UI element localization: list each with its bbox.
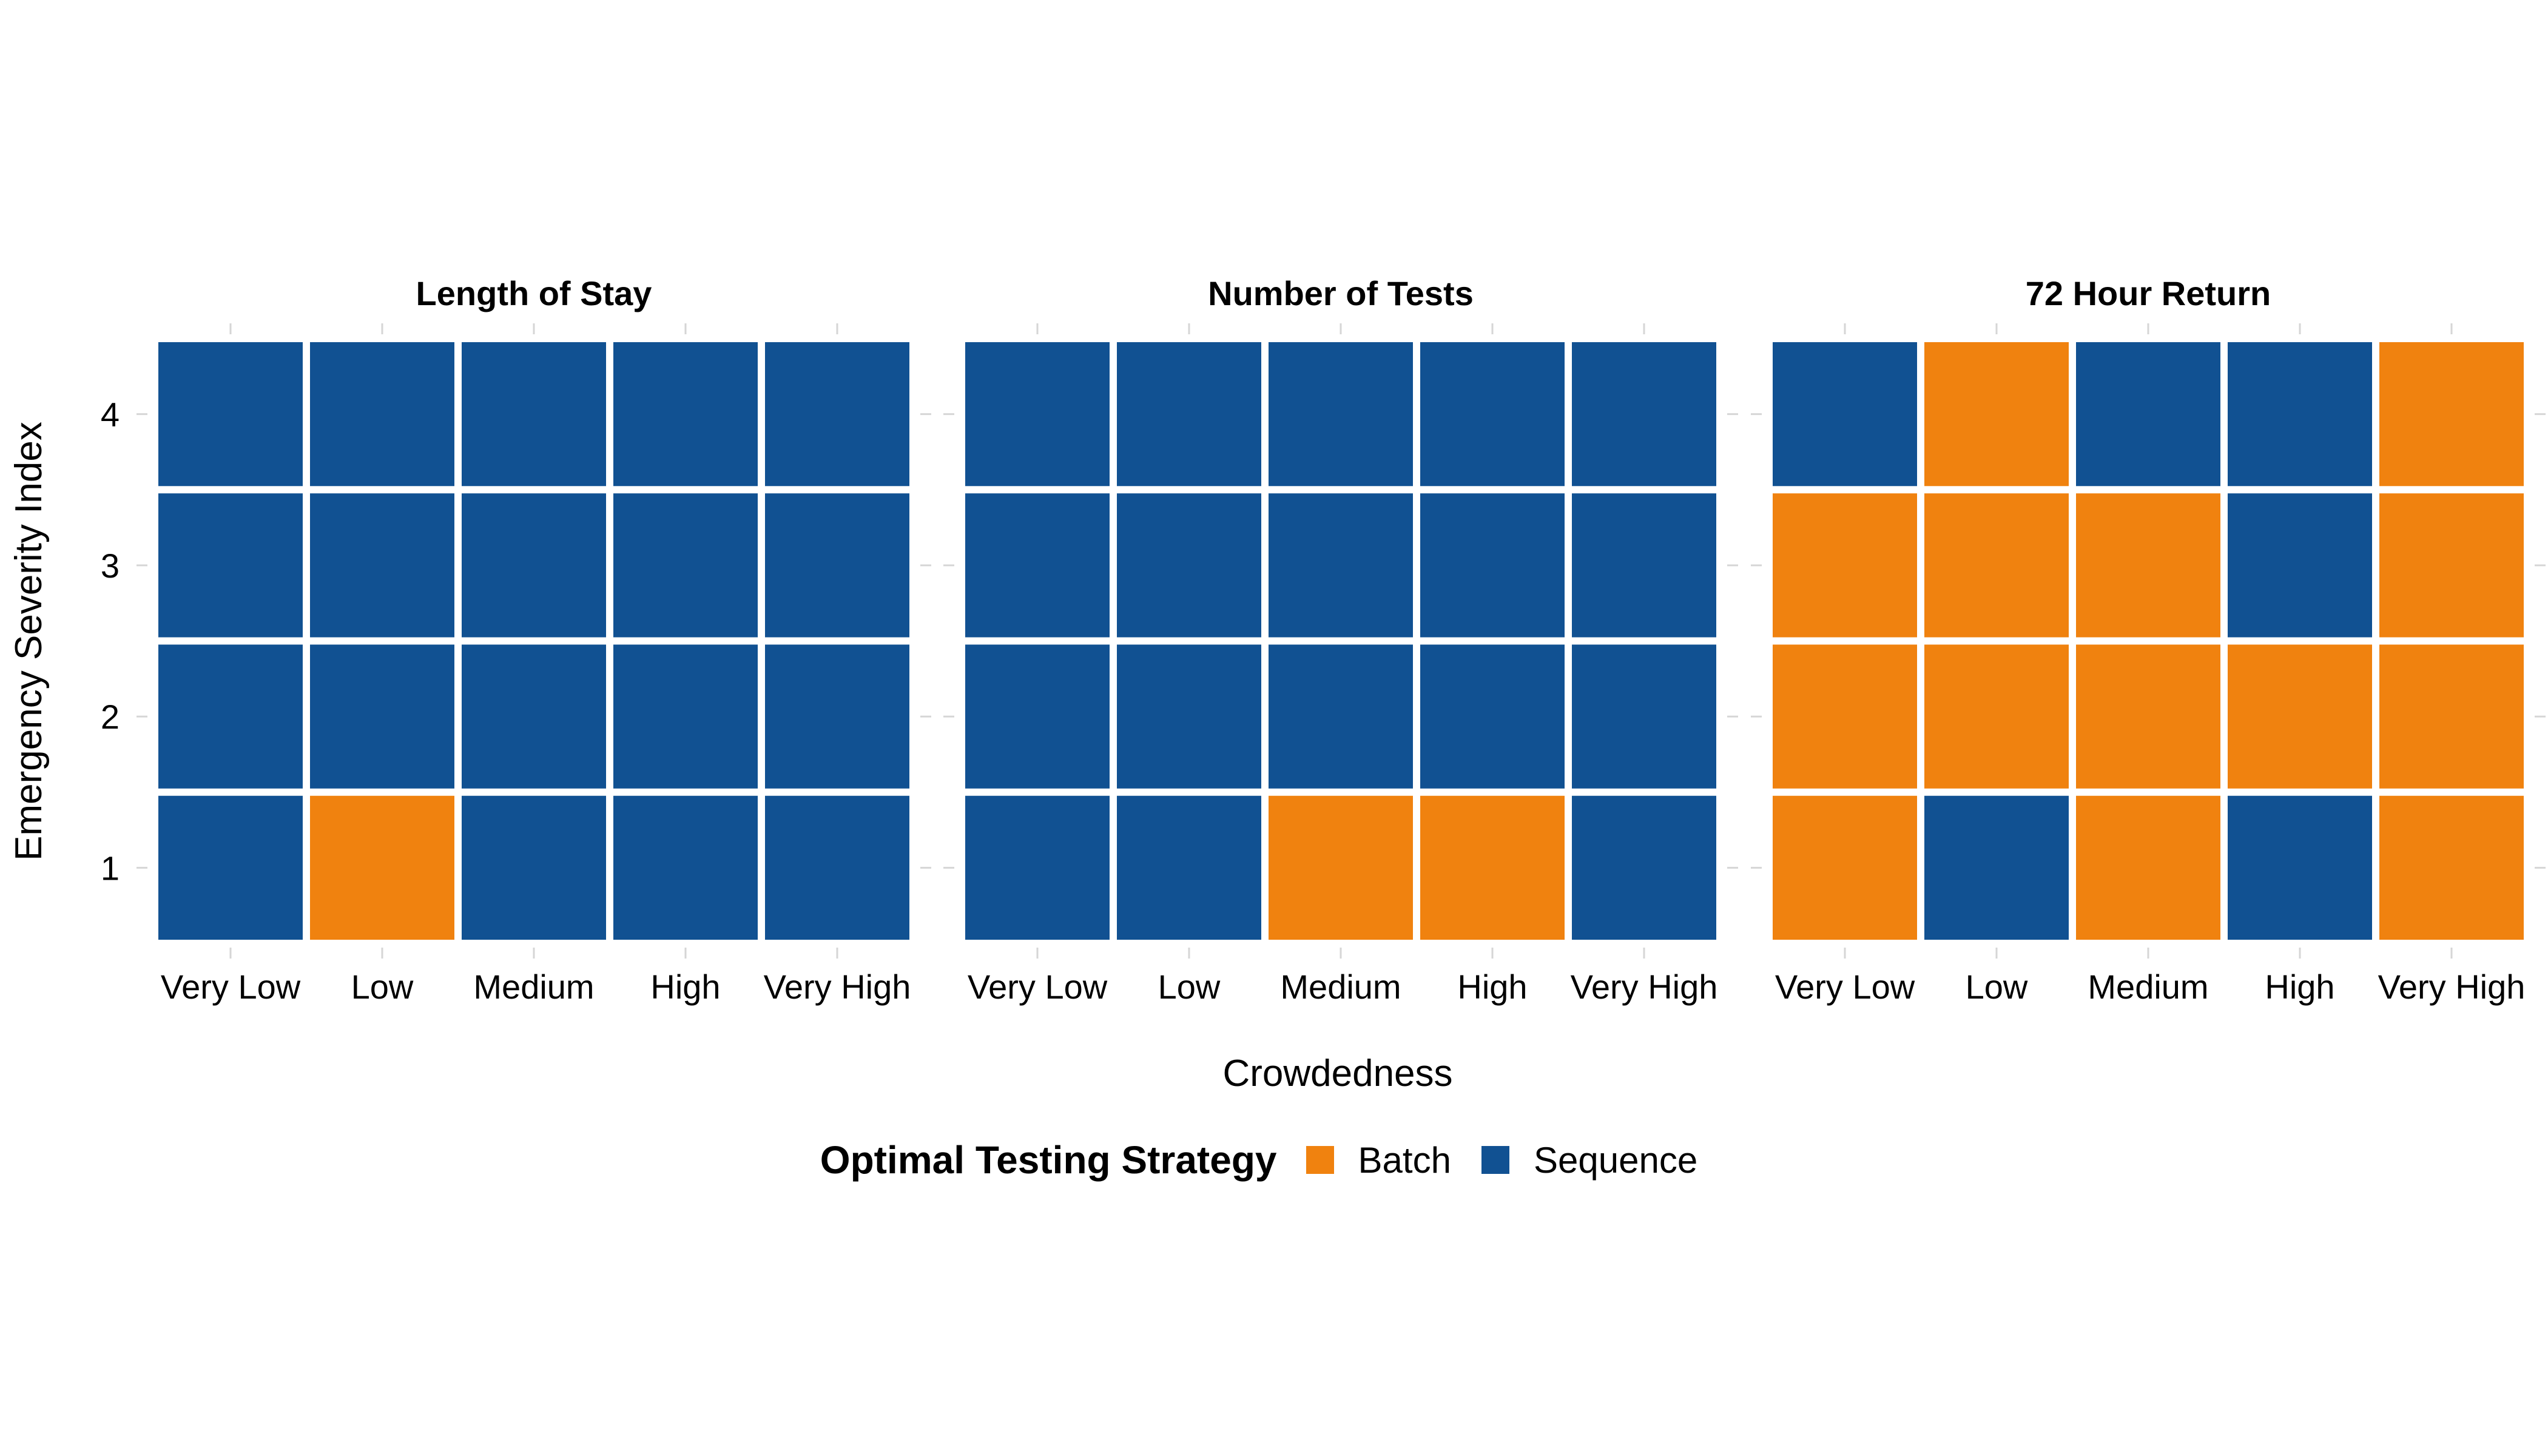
cell-72-hour-return-esi3-very-low bbox=[1773, 493, 1917, 638]
legend-swatch-sequence bbox=[1481, 1146, 1509, 1174]
x-tick-label-number-of-tests-low: Low bbox=[1158, 968, 1221, 1006]
cell-length-of-stay-esi4-very-high bbox=[765, 342, 909, 487]
legend-title: Optimal Testing Strategy bbox=[820, 1138, 1277, 1182]
legend-label-batch: Batch bbox=[1358, 1139, 1451, 1181]
legend-item-sequence: Sequence bbox=[1481, 1139, 1697, 1181]
x-tick-label-length-of-stay-very-high: Very High bbox=[764, 968, 911, 1006]
cell-number-of-tests-esi4-medium bbox=[1269, 342, 1413, 487]
legend-swatch-batch bbox=[1306, 1146, 1334, 1174]
cell-72-hour-return-esi2-very-high bbox=[2379, 644, 2524, 789]
cell-length-of-stay-esi2-low bbox=[310, 644, 454, 789]
cell-72-hour-return-esi3-very-high bbox=[2379, 493, 2524, 638]
cell-number-of-tests-esi4-very-high bbox=[1572, 342, 1716, 487]
cell-number-of-tests-esi3-very-low bbox=[965, 493, 1110, 638]
cell-length-of-stay-esi1-medium bbox=[462, 795, 606, 940]
cell-72-hour-return-esi4-low bbox=[1924, 342, 2069, 487]
cell-72-hour-return-esi1-very-low bbox=[1773, 795, 1917, 940]
cell-number-of-tests-esi3-high bbox=[1420, 493, 1565, 638]
cell-length-of-stay-esi3-very-low bbox=[158, 493, 303, 638]
cell-length-of-stay-esi3-very-high bbox=[765, 493, 909, 638]
cell-length-of-stay-esi1-very-high bbox=[765, 795, 909, 940]
cell-length-of-stay-esi4-high bbox=[613, 342, 758, 487]
cell-72-hour-return-esi3-low bbox=[1924, 493, 2069, 638]
x-tick-label-number-of-tests-very-low: Very Low bbox=[968, 968, 1108, 1006]
y-axis-title: Emergency Severity Index bbox=[8, 422, 50, 861]
cell-72-hour-return-esi3-medium bbox=[2076, 493, 2220, 638]
cell-72-hour-return-esi2-very-low bbox=[1773, 644, 1917, 789]
cell-length-of-stay-esi1-very-low bbox=[158, 795, 303, 940]
cell-length-of-stay-esi4-low bbox=[310, 342, 454, 487]
x-tick-label-72-hour-return-high: High bbox=[2265, 968, 2334, 1006]
cell-number-of-tests-esi2-low bbox=[1117, 644, 1261, 789]
cell-length-of-stay-esi4-medium bbox=[462, 342, 606, 487]
panel-title-length-of-stay: Length of Stay bbox=[416, 274, 652, 312]
cell-length-of-stay-esi3-high bbox=[613, 493, 758, 638]
cell-number-of-tests-esi2-high bbox=[1420, 644, 1565, 789]
panel-title-number-of-tests: Number of Tests bbox=[1208, 274, 1474, 312]
x-tick-label-number-of-tests-high: High bbox=[1457, 968, 1527, 1006]
cell-number-of-tests-esi1-low bbox=[1117, 795, 1261, 940]
cell-72-hour-return-esi2-medium bbox=[2076, 644, 2220, 789]
cell-72-hour-return-esi4-medium bbox=[2076, 342, 2220, 487]
cell-72-hour-return-esi1-very-high bbox=[2379, 795, 2524, 940]
y-tick-label-3: 3 bbox=[101, 547, 120, 585]
x-tick-label-length-of-stay-high: High bbox=[650, 968, 720, 1006]
y-tick-label-1: 1 bbox=[101, 849, 120, 887]
cell-72-hour-return-esi4-high bbox=[2228, 342, 2372, 487]
cell-length-of-stay-esi1-high bbox=[613, 795, 758, 940]
cell-72-hour-return-esi1-medium bbox=[2076, 795, 2220, 940]
x-tick-label-72-hour-return-medium: Medium bbox=[2088, 968, 2208, 1006]
x-axis-title: Crowdedness bbox=[1222, 1053, 1452, 1094]
legend: Optimal Testing Strategy Batch Sequence bbox=[0, 1133, 2548, 1187]
cell-72-hour-return-esi4-very-high bbox=[2379, 342, 2524, 487]
cell-length-of-stay-esi3-low bbox=[310, 493, 454, 638]
x-tick-label-length-of-stay-very-low: Very Low bbox=[161, 968, 301, 1006]
cell-length-of-stay-esi2-very-high bbox=[765, 644, 909, 789]
legend-item-batch: Batch bbox=[1306, 1139, 1451, 1181]
cell-length-of-stay-esi2-medium bbox=[462, 644, 606, 789]
x-tick-label-number-of-tests-very-high: Very High bbox=[1571, 968, 1718, 1006]
y-tick-label-2: 2 bbox=[101, 698, 120, 736]
cell-number-of-tests-esi1-very-high bbox=[1572, 795, 1716, 940]
cell-72-hour-return-esi2-high bbox=[2228, 644, 2372, 789]
cell-number-of-tests-esi3-medium bbox=[1269, 493, 1413, 638]
cell-72-hour-return-esi4-very-low bbox=[1773, 342, 1917, 487]
cell-number-of-tests-esi2-very-high bbox=[1572, 644, 1716, 789]
x-tick-label-72-hour-return-very-low: Very Low bbox=[1775, 968, 1915, 1006]
cell-number-of-tests-esi3-very-high bbox=[1572, 493, 1716, 638]
legend-label-sequence: Sequence bbox=[1533, 1139, 1698, 1181]
cell-number-of-tests-esi2-medium bbox=[1269, 644, 1413, 789]
cell-72-hour-return-esi1-high bbox=[2228, 795, 2372, 940]
cell-72-hour-return-esi3-high bbox=[2228, 493, 2372, 638]
x-tick-label-length-of-stay-medium: Medium bbox=[473, 968, 594, 1006]
cell-length-of-stay-esi2-high bbox=[613, 644, 758, 789]
cell-number-of-tests-esi4-high bbox=[1420, 342, 1565, 487]
cell-length-of-stay-esi3-medium bbox=[462, 493, 606, 638]
cell-72-hour-return-esi2-low bbox=[1924, 644, 2069, 789]
cell-number-of-tests-esi2-very-low bbox=[965, 644, 1110, 789]
cell-number-of-tests-esi1-medium bbox=[1269, 795, 1413, 940]
cell-72-hour-return-esi1-low bbox=[1924, 795, 2069, 940]
x-tick-label-72-hour-return-very-high: Very High bbox=[2378, 968, 2526, 1006]
cell-length-of-stay-esi1-low bbox=[310, 795, 454, 940]
x-tick-label-72-hour-return-low: Low bbox=[1966, 968, 2028, 1006]
cell-number-of-tests-esi1-high bbox=[1420, 795, 1565, 940]
cell-number-of-tests-esi1-very-low bbox=[965, 795, 1110, 940]
x-tick-label-length-of-stay-low: Low bbox=[351, 968, 414, 1006]
cell-number-of-tests-esi3-low bbox=[1117, 493, 1261, 638]
cell-number-of-tests-esi4-very-low bbox=[965, 342, 1110, 487]
panel-title-72-hour-return: 72 Hour Return bbox=[2026, 274, 2271, 312]
y-tick-label-4: 4 bbox=[101, 396, 120, 434]
x-tick-label-number-of-tests-medium: Medium bbox=[1280, 968, 1401, 1006]
cell-length-of-stay-esi2-very-low bbox=[158, 644, 303, 789]
cell-number-of-tests-esi4-low bbox=[1117, 342, 1261, 487]
cell-length-of-stay-esi4-very-low bbox=[158, 342, 303, 487]
